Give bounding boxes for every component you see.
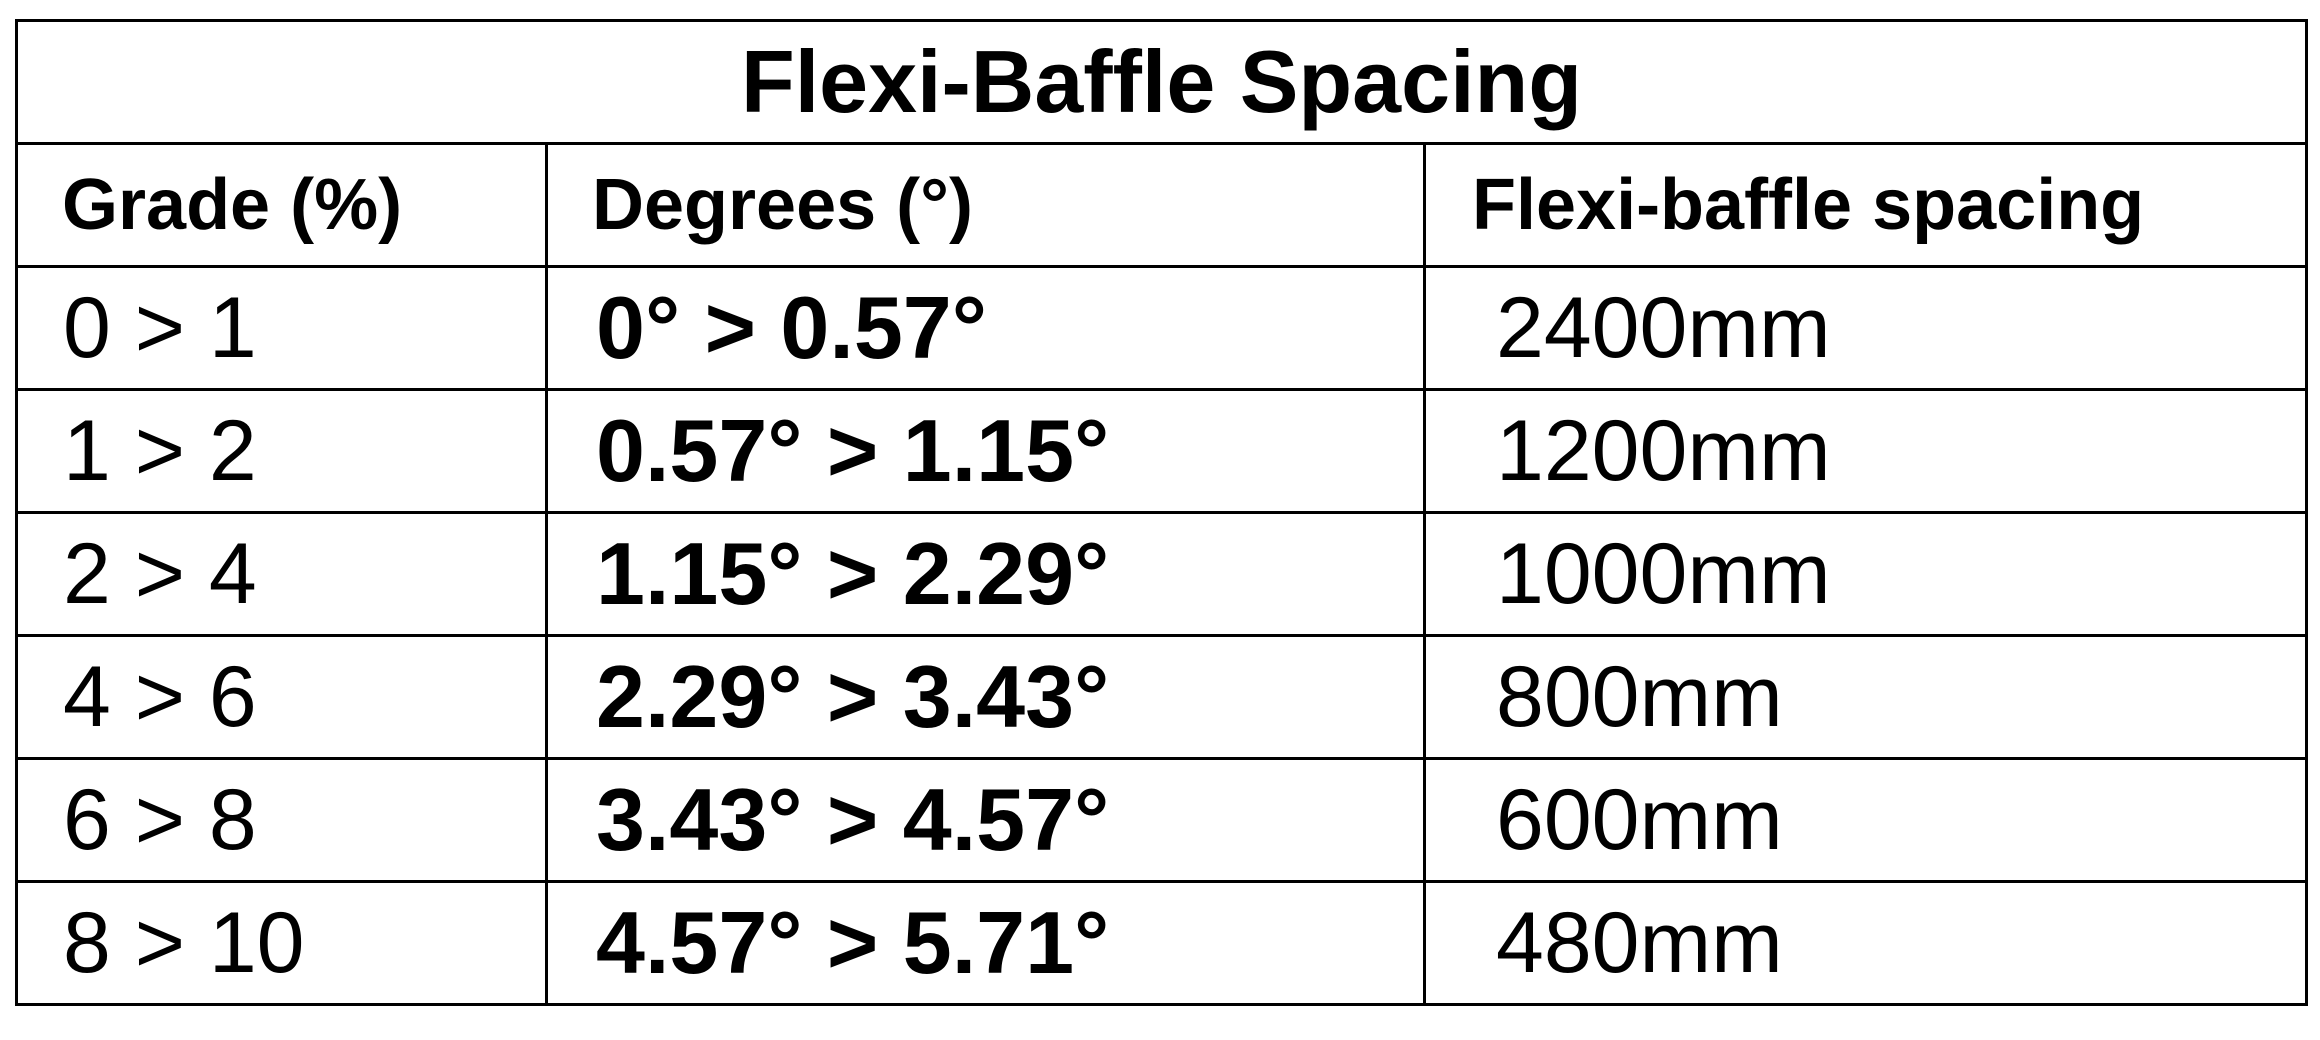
- column-header: Flexi-baffle spacing: [1423, 142, 2308, 268]
- data-row: 2 > 4 1.15° > 2.29° 1000mm: [15, 511, 2308, 637]
- header-row: Grade (%) Degrees (°) Flexi-baffle spacing: [15, 142, 2308, 268]
- table-cell: 480mm: [1423, 880, 2308, 1006]
- data-row: 4 > 6 2.29° > 3.43° 800mm: [15, 634, 2308, 760]
- table-cell: 6 > 8: [15, 757, 548, 883]
- table-cell: 600mm: [1423, 757, 2308, 883]
- table-cell: 2400mm: [1423, 265, 2308, 391]
- table-cell: 0 > 1: [15, 265, 548, 391]
- table-cell: 0.57° > 1.15°: [545, 388, 1426, 514]
- data-row: 8 > 10 4.57° > 5.71° 480mm: [15, 880, 2308, 1006]
- table-body: Grade (%) Degrees (°) Flexi-baffle spacing…: [15, 142, 2308, 1006]
- title-row: Flexi-Baffle Spacing: [15, 19, 2308, 145]
- column-header: Grade (%): [15, 142, 548, 268]
- table-cell: 1000mm: [1423, 511, 2308, 637]
- table-cell: 0° > 0.57°: [545, 265, 1426, 391]
- table-cell: 2.29° > 3.43°: [545, 634, 1426, 760]
- data-row: 1 > 2 0.57° > 1.15° 1200mm: [15, 388, 2308, 514]
- table-cell: 8 > 10: [15, 880, 548, 1006]
- table-cell: 1200mm: [1423, 388, 2308, 514]
- table-cell: 1.15° > 2.29°: [545, 511, 1426, 637]
- column-header: Degrees (°): [545, 142, 1426, 268]
- table-cell: 2 > 4: [15, 511, 548, 637]
- spacing-table: Flexi-Baffle Spacing Grade (%) Degrees (°…: [15, 19, 2308, 1006]
- table-cell: 1 > 2: [15, 388, 548, 514]
- table-cell: 4.57° > 5.71°: [545, 880, 1426, 1006]
- table-cell: 4 > 6: [15, 634, 548, 760]
- table-cell: 3.43° > 4.57°: [545, 757, 1426, 883]
- data-row: 0 > 1 0° > 0.57° 2400mm: [15, 265, 2308, 391]
- table-cell: 800mm: [1423, 634, 2308, 760]
- data-row: 6 > 8 3.43° > 4.57° 600mm: [15, 757, 2308, 883]
- table-title: Flexi-Baffle Spacing: [15, 19, 2308, 145]
